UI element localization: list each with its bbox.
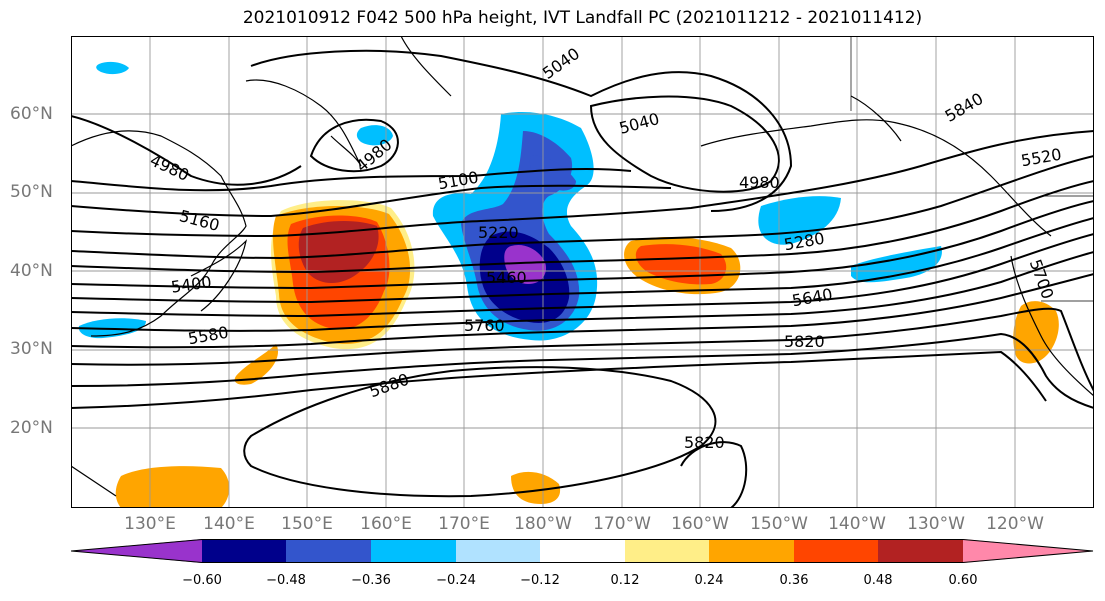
contour-label-5820-south: 5820 [684,433,725,452]
contour-label-5820: 5820 [784,332,825,351]
colorbar-extend-max [963,539,1093,563]
contour-label-4980-east: 4980 [739,173,780,192]
lon-label-140e: 140°E [203,514,255,534]
colorbar-tick-minus-060: −0.60 [182,573,222,588]
lon-label-140w: 140°W [828,514,886,534]
ivt-negative-patch-north [529,155,576,191]
contour-5760 [71,332,1094,409]
contour-4980-east [589,95,780,193]
colorbar-bin-4 [456,539,540,563]
ivt-negative-patch-north-small [96,61,129,75]
contour-5580 [71,251,1094,332]
colorbar-extend-min [71,539,202,563]
colorbar-tick-minus-048: −0.48 [266,573,306,588]
contour-5640 [71,273,1094,349]
colorbar-tick-minus-036: −0.36 [351,573,391,588]
ivt-positive-region-coast [1013,301,1059,364]
lon-label-160w: 160°W [671,514,729,534]
contour-5460 [71,217,1094,304]
contour-5100 [71,167,632,192]
colorbar-bin-5 [540,539,625,563]
contour-4980-north [309,118,399,173]
graticule [71,36,1094,508]
colorbar-bin-8 [794,539,878,563]
lat-label-40n: 40°N [10,261,53,281]
colorbar-tick-048: 0.48 [863,573,893,588]
lon-label-180w: 180°W [514,514,572,534]
ivt-negative-region-core [504,244,547,284]
colorbar-tick-060: 0.60 [948,573,978,588]
contour-5040 [250,49,793,212]
lon-label-170e: 170°E [438,514,490,534]
ivt-positive-patch-sw [234,344,279,385]
contour-5160 [71,184,672,218]
lon-label-170w: 170°W [593,514,651,534]
contour-label-5460: 5460 [486,268,527,287]
colorbar-tick-minus-012: −0.12 [520,573,560,588]
lon-label-150w: 150°W [750,514,808,534]
coastlines [71,36,1094,497]
map-panel: 5040 5040 4980 4980 4980 5100 5160 5220 … [71,36,1094,508]
colorbar-bin-3 [371,539,456,563]
colorbar-tick-024: 0.24 [694,573,724,588]
colorbar [71,539,1094,563]
colorbar-bin-6 [625,539,709,563]
contour-5700 [71,307,1094,392]
contour-5880 [243,366,717,498]
contour-4980-west [71,115,302,186]
colorbar-bin-1 [202,539,286,563]
lon-label-130e: 130°E [124,514,176,534]
contour-5340 [71,180,1094,274]
contour-5220 [71,130,1094,238]
colorbar-tick-036: 0.36 [779,573,809,588]
lat-label-20n: 20°N [10,418,53,438]
lat-label-60n: 60°N [10,104,53,124]
lon-label-150e: 150°E [281,514,333,534]
lat-label-50n: 50°N [10,182,53,202]
contour-5280 [71,155,1094,260]
lon-label-160e: 160°E [360,514,412,534]
contour-5400 [71,200,1094,290]
map-title: 2021010912 F042 500 hPa height, IVT Land… [242,8,923,28]
ivt-positive-region-west-core [298,221,379,283]
colorbar-tick-012: 0.12 [610,573,640,588]
contour-5520 [71,233,1094,318]
ivt-positive-region-east-red [635,244,727,285]
contour-label-5220: 5220 [478,223,519,242]
height-contours [71,49,1094,508]
contour-5820 [71,350,1047,409]
colorbar-bin-7 [709,539,794,563]
lat-label-30n: 30°N [10,339,53,359]
contour-label-5760: 5760 [464,316,505,335]
ivt-negative-patch-kamchatka [356,125,393,146]
borders [850,36,1094,302]
ivt-positive-patch-south-1 [115,466,230,508]
lon-label-120w: 120°W [986,514,1044,534]
contour-5820-south [680,441,748,508]
ivt-positive-patch-south-2 [511,471,561,504]
lon-label-130w: 130°W [907,514,965,534]
colorbar-tick-minus-024: −0.24 [436,573,476,588]
colorbar-bin-2 [286,539,371,563]
colorbar-bin-9 [878,539,963,563]
